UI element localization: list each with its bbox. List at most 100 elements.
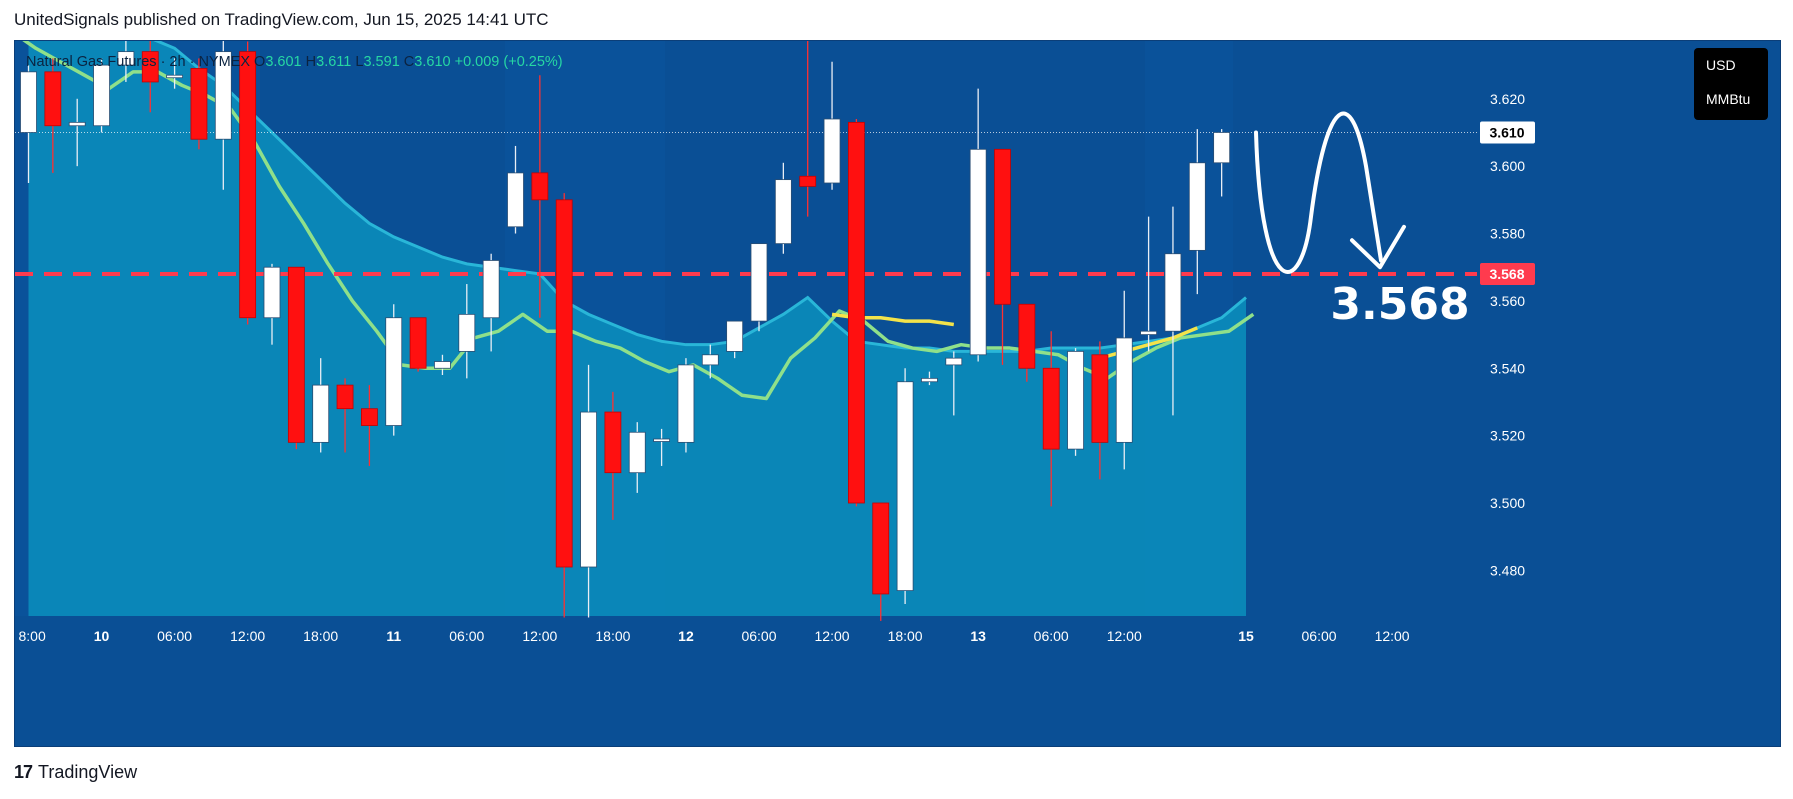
candle-body [628, 431, 646, 474]
candle-body [458, 313, 476, 352]
x-tick-label: 06:00 [1034, 628, 1069, 644]
x-tick-label: 18:00 [888, 628, 923, 644]
candle-body [653, 438, 670, 442]
publisher-line: UnitedSignals published on TradingView.c… [14, 10, 549, 29]
x-tick-label: 12:00 [1375, 628, 1410, 644]
candle-body [677, 364, 695, 443]
candle-body [336, 384, 354, 410]
x-tick-label: 11 [386, 628, 401, 644]
candle-body [1018, 303, 1036, 369]
currency-unit-badge[interactable]: USD MMBtu [1694, 48, 1768, 120]
candle-body [20, 71, 37, 133]
candle-body [726, 320, 744, 352]
candle-body [263, 266, 281, 319]
x-tick-label: 12:00 [230, 628, 265, 644]
last-price-badge-text: 3.610 [1489, 124, 1524, 140]
candle-body [921, 377, 938, 383]
change-value: +0.009 (+0.25%) [454, 54, 563, 70]
candle-body [68, 121, 86, 127]
candle-body [799, 175, 817, 187]
high-key: H [305, 54, 317, 70]
candle-body [1188, 162, 1206, 251]
candle-body [994, 148, 1011, 305]
symbol-label[interactable]: Natural Gas Futures · 2h · NYMEX [26, 54, 251, 70]
candle-body [555, 199, 573, 568]
x-tick-label: 06:00 [449, 628, 484, 644]
projection-arrowhead [1350, 224, 1406, 270]
price-chart[interactable]: 3.480 3.500 3.520 3.540 3.560 3.580 3.600 3.620… [15, 41, 1780, 746]
candle-body [896, 381, 914, 591]
x-tick-label: 18:00 [595, 628, 630, 644]
y-tick-label: 3.480 [1490, 562, 1525, 578]
x-tick-label: 10 [94, 628, 110, 644]
candle-body [872, 502, 890, 595]
candle-body [385, 317, 403, 426]
x-tick-label: 13 [970, 628, 986, 644]
x-tick-label: 18:00 [303, 628, 338, 644]
candle-body [604, 411, 622, 474]
x-tick-label: 06:00 [157, 628, 192, 644]
candle-body [701, 354, 719, 366]
candle-body [945, 357, 963, 366]
candle-body [166, 74, 184, 79]
candle-body [1042, 367, 1060, 450]
ohlc-legend: Natural Gas Futures · 2h · NYMEX O3.601 … [26, 54, 563, 70]
candle-body [531, 172, 549, 201]
y-tick-label: 3.540 [1490, 360, 1525, 376]
candle-body [117, 51, 135, 66]
candle-body [774, 179, 792, 245]
candle-body [141, 51, 159, 83]
level-price-badge-text: 3.568 [1489, 266, 1524, 282]
candle-body [434, 361, 451, 369]
y-tick-label: 3.560 [1490, 293, 1525, 309]
projection-curve [1254, 111, 1383, 274]
open-key: O [254, 54, 266, 70]
low-key: L [355, 54, 364, 70]
candle-body [287, 266, 305, 443]
tradingview-logo-text: TradingView [38, 762, 138, 782]
y-tick-label: 3.600 [1490, 158, 1525, 174]
currency-label: USD [1706, 57, 1736, 73]
last-price-badge [1480, 121, 1535, 144]
unit-label: MMBtu [1706, 91, 1751, 107]
low-value: 3.591 [363, 54, 400, 70]
y-tick-label: 3.520 [1490, 428, 1525, 444]
open-value: 3.601 [265, 54, 302, 70]
x-tick-label: 12:00 [522, 628, 557, 644]
close-key: C [403, 54, 415, 70]
candle-body [239, 51, 257, 319]
candle-body [1067, 351, 1084, 450]
candle-body [750, 243, 768, 322]
candle-body [1115, 337, 1133, 443]
candle-body [580, 411, 597, 568]
candle-body [507, 172, 524, 228]
y-tick-label: 3.500 [1490, 495, 1525, 511]
candle-body [190, 68, 208, 140]
candle-body [1213, 132, 1231, 164]
cloud-area [28, 41, 1246, 616]
tradingview-mark-icon: 17 [14, 762, 33, 782]
candle-body [969, 148, 987, 356]
x-tick-label: 06:00 [1302, 628, 1337, 644]
close-value: 3.610 [414, 54, 451, 70]
candle-body [360, 408, 378, 426]
x-tick-label: 15 [1238, 628, 1254, 644]
high-value: 3.611 [316, 54, 352, 70]
candle-body [823, 118, 841, 184]
candle-body [1140, 330, 1157, 335]
candle-body [1164, 253, 1182, 332]
chart-area[interactable]: 3.480 3.500 3.520 3.540 3.560 3.580 3.600 3.620… [14, 40, 1781, 747]
x-tick-label: 8:00 [19, 628, 46, 644]
candle-body [44, 71, 62, 127]
candle-body [848, 121, 865, 504]
level-annotation-text: 3.568 [1330, 279, 1469, 330]
x-tick-label: 12 [678, 628, 694, 644]
tradingview-logo[interactable]: 17 TradingView [14, 762, 137, 783]
level-price-badge [1480, 262, 1535, 285]
candle-body [312, 384, 330, 443]
candle-body [409, 317, 427, 369]
candle-body [93, 64, 110, 127]
x-tick-label: 12:00 [815, 628, 850, 644]
y-tick-label: 3.580 [1490, 226, 1525, 242]
candle-body [214, 51, 232, 140]
